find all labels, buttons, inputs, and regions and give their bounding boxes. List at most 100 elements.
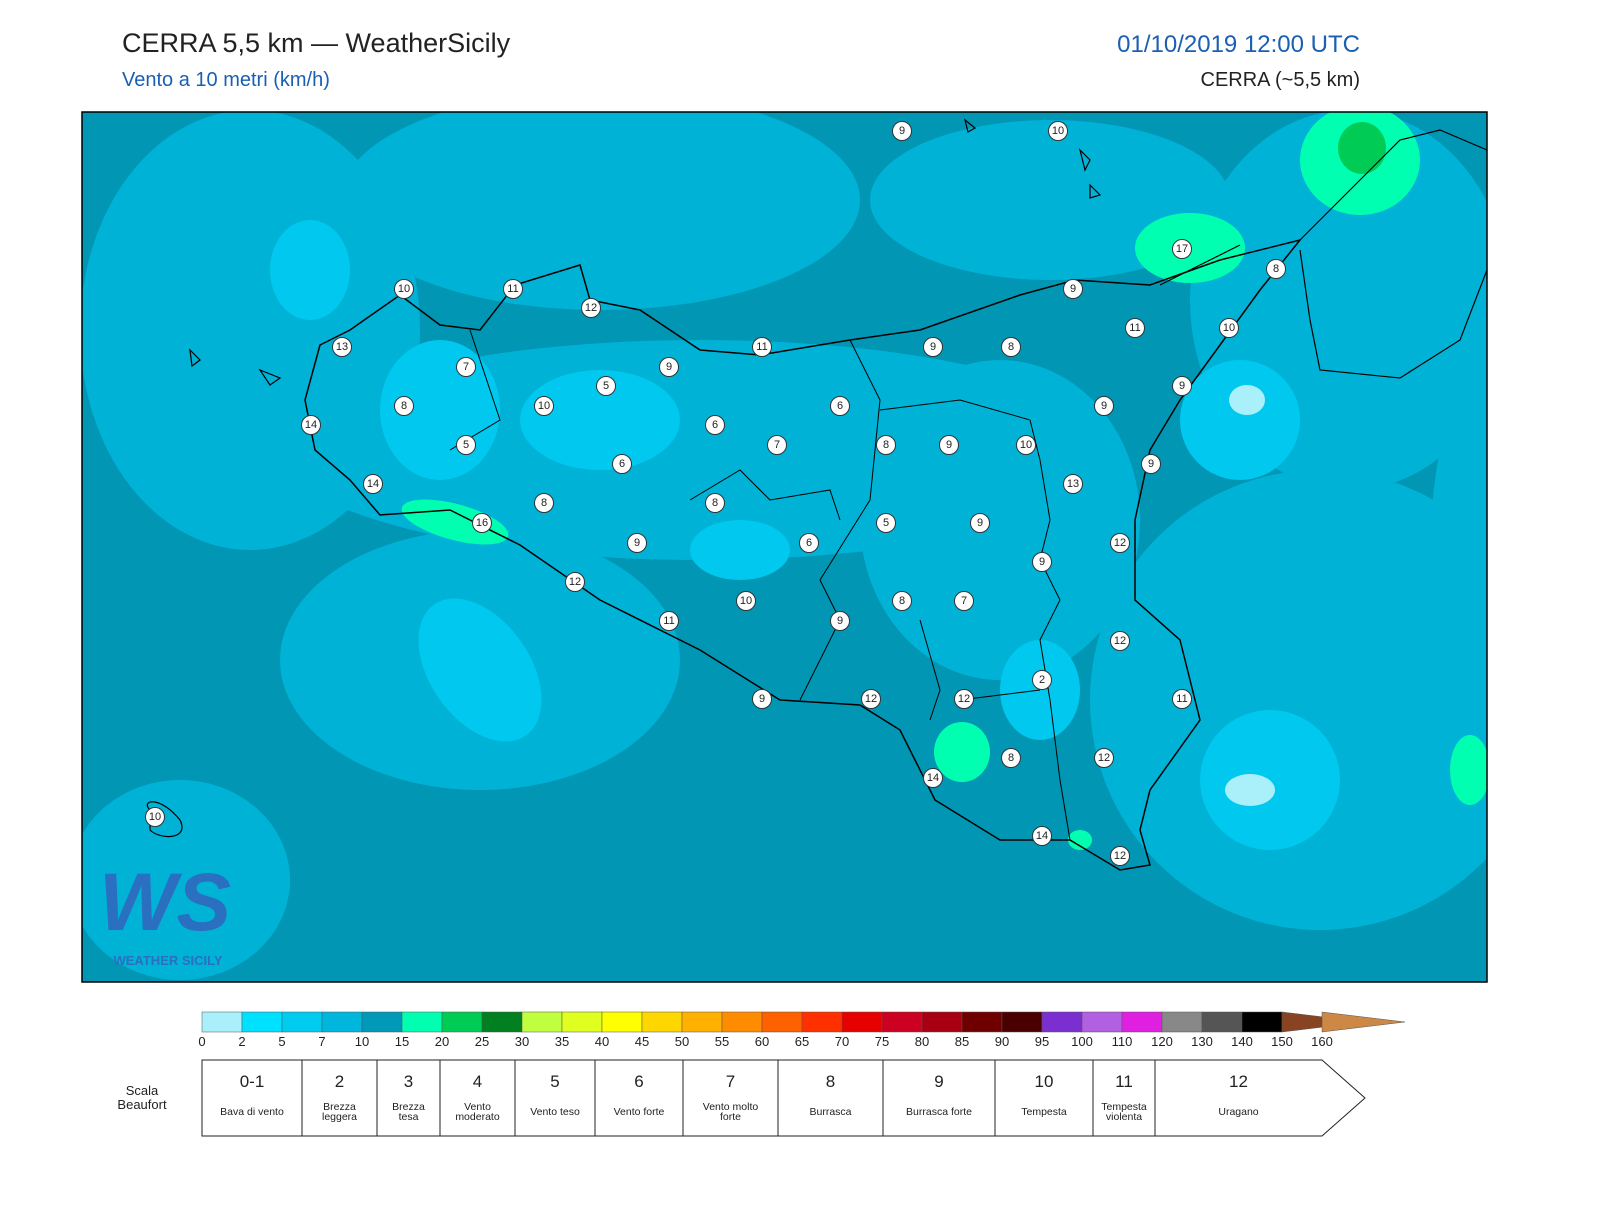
station-value: 9 xyxy=(899,125,905,137)
station-value: 9 xyxy=(634,537,640,549)
beaufort-box xyxy=(882,1059,996,1137)
title: CERRA 5,5 km — WeatherSicily xyxy=(122,28,511,58)
station-value: 12 xyxy=(865,693,877,705)
station-value: 7 xyxy=(774,439,780,451)
beaufort-box xyxy=(301,1059,378,1137)
station-marker xyxy=(736,591,756,611)
station-value: 9 xyxy=(930,341,936,353)
station-value: 8 xyxy=(883,439,889,451)
station-value: 9 xyxy=(759,693,765,705)
station-marker xyxy=(1016,435,1036,455)
colorbar-swatch xyxy=(681,1011,723,1033)
station-value: 12 xyxy=(1114,635,1126,647)
beaufort-label: Brezza leggera xyxy=(322,1101,357,1123)
beaufort-label: Uragano xyxy=(1218,1106,1258,1118)
station-marker xyxy=(954,591,974,611)
colorbar-swatch xyxy=(441,1011,483,1033)
colorbar-swatch xyxy=(1001,1011,1043,1033)
colorbar-tick-label: 2 xyxy=(238,1034,245,1049)
station-marker xyxy=(1094,396,1114,416)
station-marker xyxy=(1110,533,1130,553)
beaufort-title: Scala Beaufort xyxy=(117,1083,167,1112)
stations: 9 10 17 8 10 11 12 9 11 10 13 11 9 8 7 9 5 9 8 10 6 9 14 6 5 7 8 9 1… xyxy=(145,121,1286,866)
colorbar-tick-label: 30 xyxy=(515,1034,529,1049)
beaufort-force: 7 xyxy=(726,1072,735,1091)
station-value: 13 xyxy=(1067,478,1079,490)
colorbar-tick-label: 7 xyxy=(318,1034,325,1049)
colorbar-swatch xyxy=(801,1011,843,1033)
station-value: 12 xyxy=(1114,850,1126,862)
station-marker xyxy=(1032,670,1052,690)
station-value: 14 xyxy=(927,772,939,784)
station-marker xyxy=(394,279,414,299)
station-value: 10 xyxy=(149,811,161,823)
beaufort-force: 4 xyxy=(473,1072,482,1091)
colorbar-tick-label: 65 xyxy=(795,1034,809,1049)
colorbar-swatch xyxy=(1241,1011,1283,1033)
beaufort-box xyxy=(682,1059,779,1137)
colorbar-tick-label: 100 xyxy=(1071,1034,1093,1049)
beaufort-box xyxy=(594,1059,684,1137)
beaufort-force: 3 xyxy=(404,1072,413,1091)
beaufort-force: 0-1 xyxy=(240,1072,265,1091)
colorbar-swatch xyxy=(521,1011,563,1033)
colorbar-swatch xyxy=(1121,1011,1163,1033)
colorbar-arrow xyxy=(1321,1011,1406,1033)
station-marker xyxy=(1094,748,1114,768)
station-marker xyxy=(1125,318,1145,338)
station-value: 14 xyxy=(305,419,317,431)
colorbar-swatch xyxy=(401,1011,443,1033)
model: CERRA (~5,5 km) xyxy=(1201,69,1360,91)
colorbar-swatch xyxy=(1201,1011,1243,1033)
station-value: 14 xyxy=(367,478,379,490)
logo-mark: WS xyxy=(99,857,231,948)
station-marker xyxy=(1172,376,1192,396)
station-value: 10 xyxy=(398,283,410,295)
station-marker xyxy=(923,768,943,788)
station-marker xyxy=(1219,318,1239,338)
colorbar-tick-label: 10 xyxy=(355,1034,369,1049)
beaufort-box xyxy=(994,1059,1094,1137)
beaufort-box xyxy=(777,1059,884,1137)
colorbar-tick-label: 120 xyxy=(1151,1034,1173,1049)
station-marker xyxy=(830,396,850,416)
station-value: 8 xyxy=(899,595,905,607)
station-marker xyxy=(876,513,896,533)
station-value: 9 xyxy=(1179,380,1185,392)
station-marker xyxy=(363,474,383,494)
station-marker xyxy=(1032,552,1052,572)
station-value: 8 xyxy=(401,400,407,412)
station-value: 7 xyxy=(961,595,967,607)
beaufort-force: 2 xyxy=(335,1072,344,1091)
station-marker xyxy=(1001,337,1021,357)
station-marker xyxy=(534,493,554,513)
station-value: 7 xyxy=(463,361,469,373)
beaufort-label: Vento teso xyxy=(530,1106,580,1118)
station-marker xyxy=(1172,689,1192,709)
station-value: 12 xyxy=(1098,752,1110,764)
logo-name: WEATHER SICILY xyxy=(113,953,222,968)
colorbar-tick-label: 150 xyxy=(1271,1034,1293,1049)
colorbar-swatch xyxy=(641,1011,683,1033)
station-marker xyxy=(596,376,616,396)
colorbar-tick-label: 160 xyxy=(1311,1034,1333,1049)
station-marker xyxy=(612,454,632,474)
colorbar-swatch xyxy=(1081,1011,1123,1033)
station-value: 9 xyxy=(1070,283,1076,295)
beaufort-force: 6 xyxy=(634,1072,643,1091)
station-marker xyxy=(1266,259,1286,279)
station-marker xyxy=(892,121,912,141)
station-value: 8 xyxy=(712,497,718,509)
station-marker xyxy=(332,337,352,357)
station-marker xyxy=(799,533,819,553)
colorbar-tick-label: 5 xyxy=(278,1034,285,1049)
station-value: 6 xyxy=(837,400,843,412)
station-value: 6 xyxy=(619,458,625,470)
station-value: 11 xyxy=(756,341,767,353)
station-marker xyxy=(970,513,990,533)
beaufort-label: Brezza tesa xyxy=(392,1101,425,1123)
station-marker xyxy=(394,396,414,416)
station-value: 14 xyxy=(1036,830,1048,842)
station-value: 5 xyxy=(883,517,889,529)
station-value: 10 xyxy=(1052,125,1064,137)
